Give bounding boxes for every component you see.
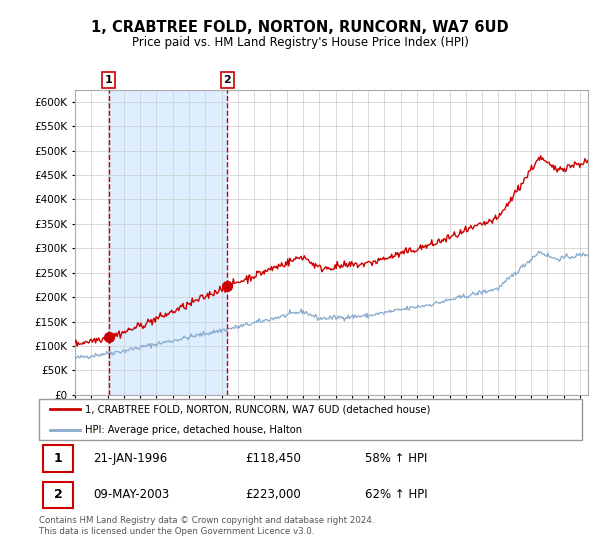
Text: 2: 2 [224, 75, 232, 85]
Text: Price paid vs. HM Land Registry's House Price Index (HPI): Price paid vs. HM Land Registry's House … [131, 36, 469, 49]
Text: £223,000: £223,000 [245, 488, 301, 501]
Text: 21-JAN-1996: 21-JAN-1996 [94, 452, 167, 465]
Text: 2: 2 [54, 488, 62, 501]
Text: 1, CRABTREE FOLD, NORTON, RUNCORN, WA7 6UD (detached house): 1, CRABTREE FOLD, NORTON, RUNCORN, WA7 6… [85, 404, 431, 414]
Text: 62% ↑ HPI: 62% ↑ HPI [365, 488, 427, 501]
Bar [109, 90, 227, 395]
Text: 58% ↑ HPI: 58% ↑ HPI [365, 452, 427, 465]
Text: Contains HM Land Registry data © Crown copyright and database right 2024.
This d: Contains HM Land Registry data © Crown c… [39, 516, 374, 536]
Bar [43, 445, 73, 472]
Text: HPI: Average price, detached house, Halton: HPI: Average price, detached house, Halt… [85, 424, 302, 435]
Text: 1: 1 [54, 452, 62, 465]
Text: 1, CRABTREE FOLD, NORTON, RUNCORN, WA7 6UD: 1, CRABTREE FOLD, NORTON, RUNCORN, WA7 6… [91, 20, 509, 35]
Text: £118,450: £118,450 [245, 452, 301, 465]
Text: 09-MAY-2003: 09-MAY-2003 [94, 488, 170, 501]
Bar [43, 482, 73, 508]
Text: 1: 1 [104, 75, 112, 85]
